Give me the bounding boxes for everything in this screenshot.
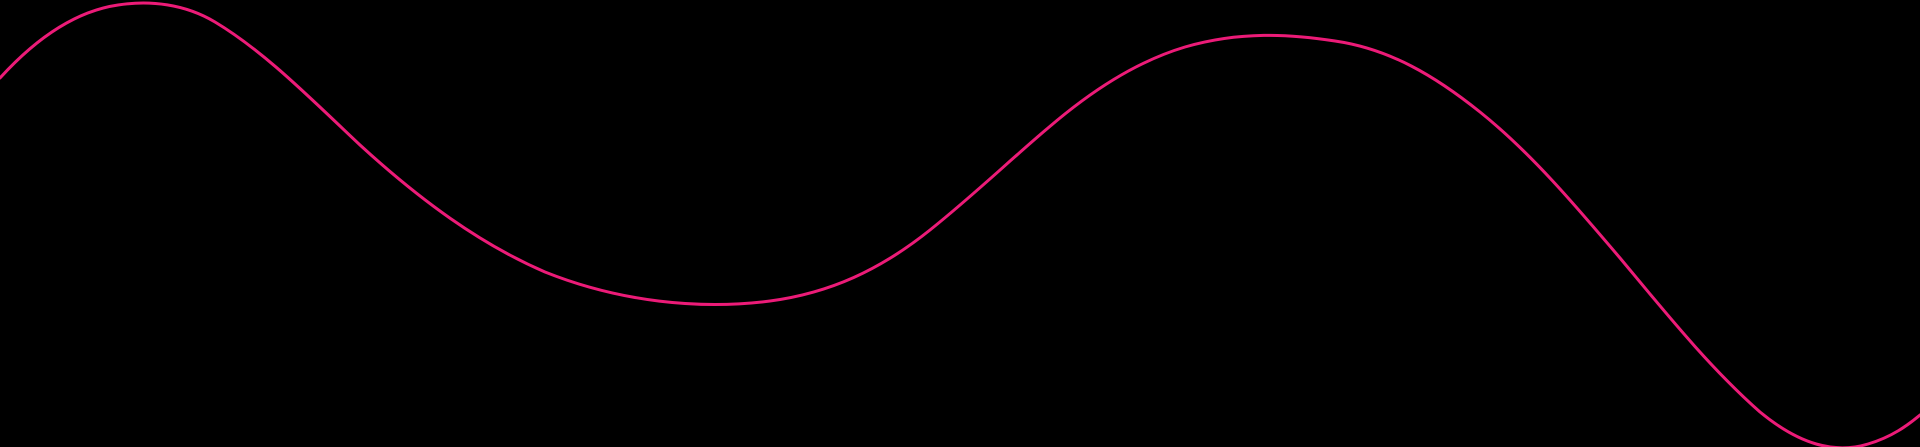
- sine-wave-line: [0, 1, 1920, 447]
- sine-wave-chart: [0, 0, 1920, 447]
- chart-background: [0, 0, 1920, 447]
- wave-canvas: [0, 0, 1920, 447]
